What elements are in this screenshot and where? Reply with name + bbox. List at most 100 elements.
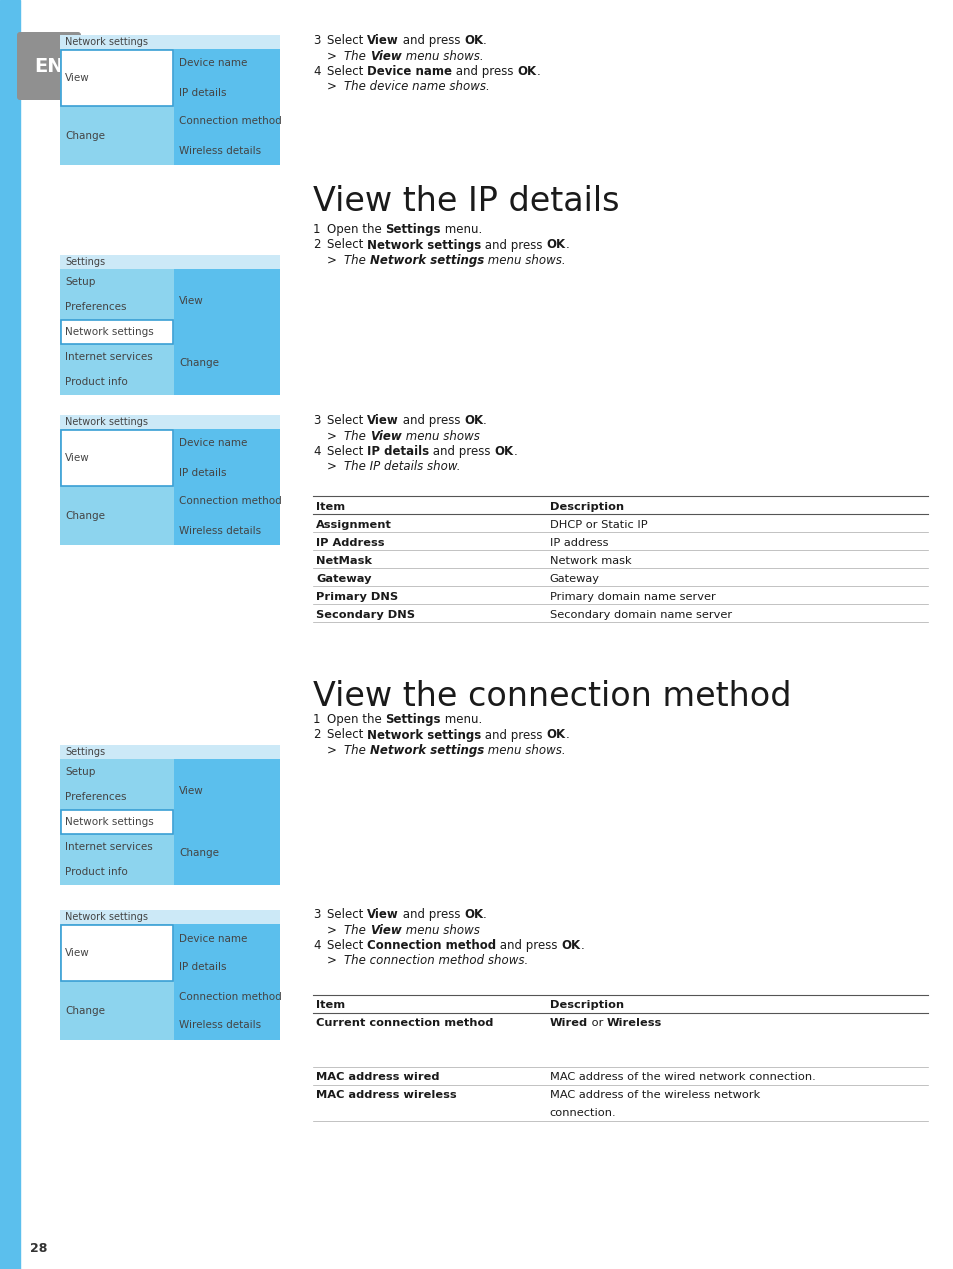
Text: .: .: [565, 239, 569, 251]
Bar: [60, 745, 280, 884]
Text: Secondary domain name server: Secondary domain name server: [549, 609, 731, 619]
Text: Gateway: Gateway: [549, 574, 599, 584]
Bar: [60, 924, 174, 1041]
Text: 28: 28: [30, 1242, 48, 1255]
Bar: [61, 320, 173, 344]
Text: The: The: [344, 924, 370, 937]
Text: Change: Change: [65, 1006, 105, 1016]
Text: Wireless details: Wireless details: [179, 525, 261, 536]
Text: menu shows.: menu shows.: [401, 49, 483, 62]
Text: Secondary DNS: Secondary DNS: [315, 609, 415, 619]
Text: Open the: Open the: [327, 713, 385, 726]
Text: Description: Description: [549, 1000, 623, 1010]
Text: and press: and press: [452, 65, 517, 77]
Text: menu shows: menu shows: [401, 429, 479, 443]
Text: 4: 4: [313, 65, 320, 77]
Text: Network settings: Network settings: [370, 254, 484, 266]
Text: IP details: IP details: [367, 445, 429, 458]
Text: >: >: [327, 744, 344, 758]
Text: Setup: Setup: [65, 766, 95, 777]
Text: View: View: [65, 74, 90, 82]
Text: The: The: [344, 254, 370, 266]
Text: Preferences: Preferences: [65, 792, 127, 802]
Text: IP details: IP details: [179, 88, 227, 98]
Text: OK: OK: [561, 939, 580, 952]
Text: and press: and press: [481, 728, 546, 741]
Bar: [60, 255, 280, 395]
Text: Device name: Device name: [179, 58, 248, 69]
Text: Item: Item: [315, 1000, 345, 1010]
Bar: [174, 429, 280, 544]
Text: or: or: [587, 1019, 606, 1028]
Text: Connection method: Connection method: [179, 117, 282, 127]
Text: Network settings: Network settings: [367, 728, 481, 741]
Text: Primary DNS: Primary DNS: [315, 591, 397, 602]
Text: .: .: [513, 445, 517, 458]
Text: 3: 3: [313, 414, 320, 426]
Text: and press: and press: [398, 34, 464, 47]
Text: 2: 2: [313, 728, 320, 741]
Text: MAC address of the wireless network: MAC address of the wireless network: [549, 1090, 760, 1100]
Text: MAC address wireless: MAC address wireless: [315, 1090, 456, 1100]
Bar: [60, 36, 280, 165]
Text: Select: Select: [327, 414, 367, 426]
Text: Change: Change: [65, 131, 105, 141]
Text: >: >: [327, 49, 344, 62]
Text: and press: and press: [398, 909, 464, 921]
Text: Network settings: Network settings: [65, 912, 148, 923]
Text: Settings: Settings: [65, 747, 105, 758]
Text: Settings: Settings: [65, 258, 105, 266]
Bar: [174, 49, 280, 165]
Text: >: >: [327, 924, 344, 937]
Text: Connection method: Connection method: [179, 991, 282, 1001]
Text: View: View: [179, 786, 204, 796]
Text: View: View: [367, 414, 398, 426]
Text: menu.: menu.: [440, 223, 482, 236]
Bar: [174, 924, 280, 1041]
Text: View: View: [367, 34, 398, 47]
Text: View: View: [370, 49, 401, 62]
Text: Primary domain name server: Primary domain name server: [549, 591, 715, 602]
Text: Gateway: Gateway: [315, 574, 371, 584]
Text: View: View: [65, 453, 90, 463]
Text: OK: OK: [464, 414, 483, 426]
Bar: [60, 49, 174, 165]
Text: 4: 4: [313, 445, 320, 458]
Text: Settings: Settings: [385, 223, 440, 236]
Text: menu shows.: menu shows.: [484, 254, 565, 266]
Text: Network settings: Network settings: [367, 239, 481, 251]
Text: The: The: [344, 429, 370, 443]
Text: Network mask: Network mask: [549, 556, 631, 566]
Text: Internet services: Internet services: [65, 843, 152, 853]
Bar: [0, 0, 20, 1269]
Text: Select: Select: [327, 239, 367, 251]
Text: Network settings: Network settings: [370, 744, 484, 758]
Text: .: .: [483, 34, 486, 47]
Text: OK: OK: [517, 65, 536, 77]
Text: 2: 2: [313, 239, 320, 251]
FancyBboxPatch shape: [17, 32, 81, 100]
Text: Device name: Device name: [367, 65, 452, 77]
Bar: [60, 269, 174, 395]
Text: Setup: Setup: [65, 277, 95, 287]
Bar: [61, 49, 173, 107]
Text: IP address: IP address: [549, 538, 608, 547]
Bar: [60, 910, 280, 1041]
Text: View: View: [179, 296, 204, 306]
Text: Preferences: Preferences: [65, 302, 127, 312]
Text: Wireless details: Wireless details: [179, 146, 261, 156]
Bar: [61, 430, 173, 486]
Text: 4: 4: [313, 939, 320, 952]
Text: Network settings: Network settings: [65, 327, 153, 338]
Text: Assignment: Assignment: [315, 519, 392, 529]
Text: OK: OK: [464, 909, 483, 921]
Text: and press: and press: [496, 939, 561, 952]
Text: View: View: [370, 429, 401, 443]
Text: Product info: Product info: [65, 377, 128, 387]
Text: connection.: connection.: [549, 1109, 616, 1118]
Text: IP details: IP details: [179, 962, 227, 972]
Text: and press: and press: [398, 414, 464, 426]
Text: Device name: Device name: [179, 934, 248, 943]
Text: View: View: [367, 909, 398, 921]
Text: Connection method: Connection method: [367, 939, 496, 952]
